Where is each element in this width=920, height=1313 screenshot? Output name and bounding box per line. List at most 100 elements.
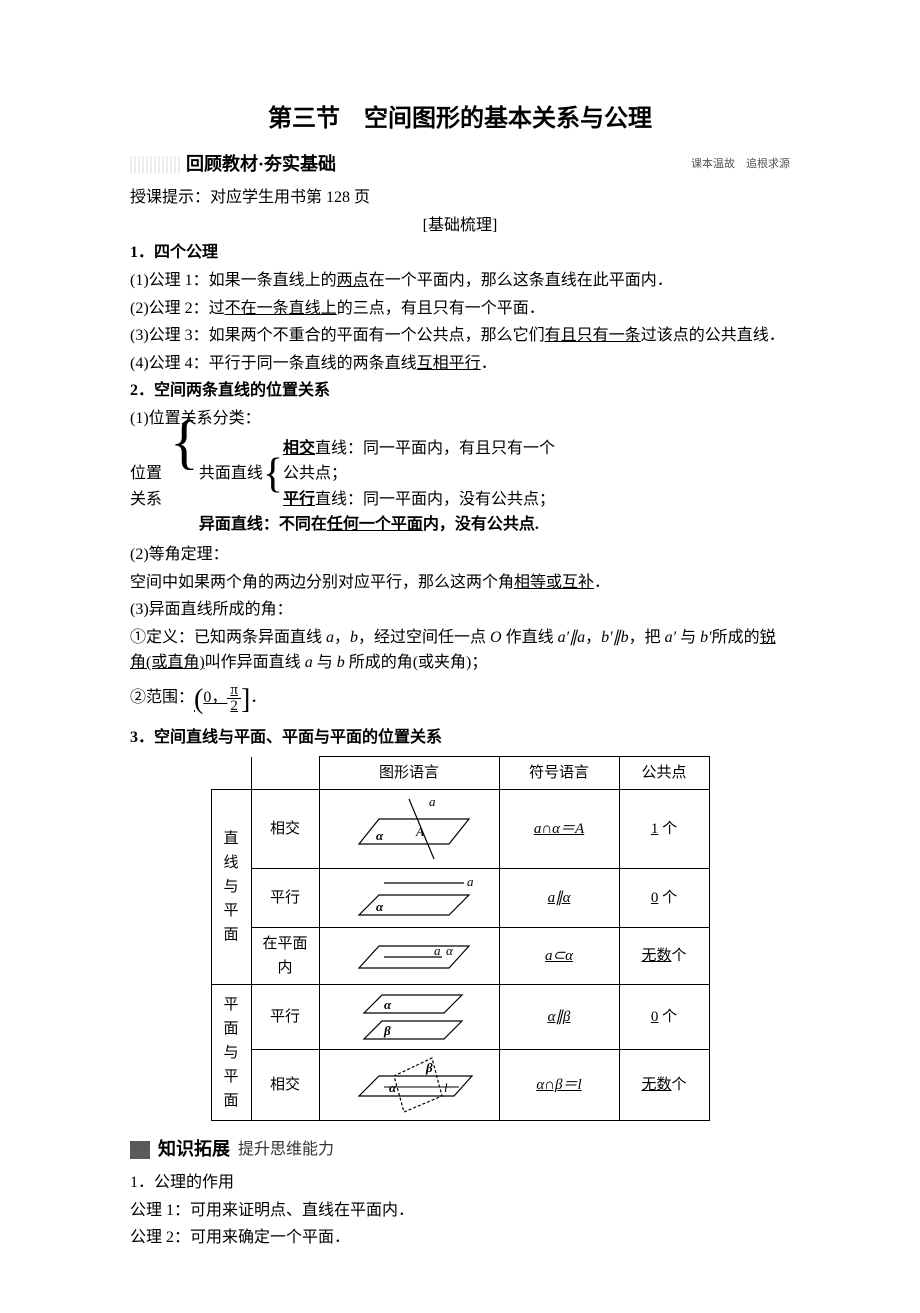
underline-term: 任何一个平面 (327, 512, 423, 538)
p2-1-label: (1)位置关系分类： (130, 406, 790, 432)
math: a (305, 654, 313, 671)
underline-term: 互相平行 (417, 355, 481, 372)
text: 共面直线 (199, 461, 263, 487)
text: 所成的角(或夹角)； (345, 654, 488, 671)
text: 个 (672, 948, 687, 964)
ext-2: 公理 1：可用来证明点、直线在平面内． (130, 1198, 790, 1224)
axiom-4: (4)公理 4：平行于同一条直线的两条直线互相平行． (130, 351, 790, 377)
table-header-row: 图形语言 符号语言 公共点 (211, 757, 709, 790)
sym: a∥α (548, 890, 571, 906)
text: (1)公理 1：如果一条直线上的 (130, 272, 337, 289)
fraction: π2 (227, 683, 241, 714)
cell-points: 无数个 (619, 1050, 709, 1121)
math: b′∥b (601, 629, 629, 646)
pts: 无数 (641, 1077, 671, 1093)
cell-points: 1 个 (619, 790, 709, 869)
label-alpha: α (389, 1080, 397, 1095)
text: ， (334, 629, 350, 646)
line-plane-intersect-diagram: a A α (334, 794, 484, 864)
teaching-hint: 授课提示：对应学生用书第 128 页 (130, 185, 790, 211)
text: 不同在 (279, 512, 327, 538)
text: 个 (658, 1009, 677, 1025)
th-symbol: 符号语言 (499, 757, 619, 790)
table-row: 相交 β α l α∩β＝l 无数个 (211, 1050, 709, 1121)
cell-label: 相交 (251, 790, 319, 869)
open-paren: ( (194, 684, 203, 715)
p2-2-label: (2)等角定理： (130, 542, 790, 568)
ext-1: 1．公理的作用 (130, 1170, 790, 1196)
label-A: A (415, 824, 424, 839)
text: ． (250, 689, 266, 706)
p2-heading: 2．空间两条直线的位置关系 (130, 378, 790, 404)
text: ， (585, 629, 601, 646)
cell-symbol: α∥β (499, 985, 619, 1050)
cell-symbol: a⊂α (499, 928, 619, 985)
text: ②范围： (130, 689, 194, 706)
label-l: l (444, 1080, 448, 1095)
table-row: 平面与平面 平行 α β α∥β 0 个 (211, 985, 709, 1050)
text: 在一个平面内，那么这条直线在此平面内． (369, 272, 673, 289)
label-alpha: α (384, 997, 392, 1012)
text: 个 (658, 890, 677, 906)
cell-diagram: α β (319, 985, 499, 1050)
underline-term: 不在一条直线上 (225, 300, 337, 317)
p3-heading: 3．空间直线与平面、平面与平面的位置关系 (130, 725, 790, 751)
text: ． (594, 574, 610, 591)
label-a: a (467, 874, 474, 889)
axiom-2: (2)公理 2：过不在一条直线上的三点，有且只有一个平面． (130, 296, 790, 322)
sym: a∩α＝A (534, 821, 584, 837)
equal-angle-theorem: 空间中如果两个角的两边分别对应平行，那么这两个角相等或互补． (130, 570, 790, 596)
underline-term: 平行 (283, 491, 315, 508)
cell-symbol: a∩α＝A (499, 790, 619, 869)
text: 所成的 (712, 629, 760, 646)
section1-subtitle: 课本温故 追根求源 (691, 156, 790, 174)
text: 异面直线： (199, 512, 279, 538)
section2-bar: 知识拓展 提升思维能力 (130, 1135, 790, 1164)
cell-label: 在平面内 (251, 928, 319, 985)
th-blank (211, 757, 251, 790)
table-row: 平行 a α a∥α 0 个 (211, 869, 709, 928)
skew-row: 异面直线：不同在任何一个平面内，没有公共点. (199, 512, 555, 538)
math: b (350, 629, 358, 646)
table-row: 在平面内 a α a⊂α 无数个 (211, 928, 709, 985)
relation-table: 图形语言 符号语言 公共点 直线与平面 相交 a A α a∩α＝A 1 个 平… (211, 756, 710, 1121)
parallel-line: 平行直线：同一平面内，没有公共点； (283, 487, 555, 513)
math: a′∥a (558, 629, 586, 646)
math: O (490, 629, 502, 646)
sym: α∥β (548, 1009, 571, 1025)
axioms-heading: 1．四个公理 (130, 240, 790, 266)
section1-marker (130, 156, 180, 174)
text: 与 (680, 629, 700, 646)
cell-label: 相交 (251, 1050, 319, 1121)
underline-term: 两点 (337, 272, 369, 289)
page-title: 第三节 空间图形的基本关系与公理 (130, 100, 790, 138)
text: ，把 (629, 629, 665, 646)
cell-points: 无数个 (619, 928, 709, 985)
label-alpha: α (376, 899, 384, 914)
text: ，经过空间任一点 (358, 629, 490, 646)
text: (3)公理 3：如果两个不重合的平面有一个公共点，那么它们 (130, 327, 545, 344)
cell-diagram: a α (319, 869, 499, 928)
section2-title: 知识拓展 (158, 1135, 230, 1164)
text: 叫作异面直线 (205, 654, 305, 671)
section2-subtitle: 提升思维能力 (238, 1137, 334, 1163)
cell-label: 平行 (251, 869, 319, 928)
cell-diagram: a α (319, 928, 499, 985)
text: 个 (658, 821, 677, 837)
text: 作直线 (502, 629, 558, 646)
math: a (326, 629, 334, 646)
text: ①定义：已知两条异面直线 (130, 629, 326, 646)
rowgroup-label: 直线与平面 (211, 790, 251, 985)
text: 直线：同一平面内，没有公共点； (315, 491, 555, 508)
text: 关系 (130, 487, 170, 513)
label-beta: β (425, 1060, 433, 1075)
intersect-line: 相交直线：同一平面内，有且只有一个 (283, 436, 555, 462)
numerator: π (227, 683, 241, 699)
close-bracket: ] (241, 684, 250, 715)
underline-term: 相交 (283, 440, 315, 457)
math: a′ (665, 629, 677, 646)
p2-3-label: (3)异面直线所成的角： (130, 597, 790, 623)
math: b′ (700, 629, 712, 646)
th-points: 公共点 (619, 757, 709, 790)
coplanar-row: 共面直线 { 相交直线：同一平面内，有且只有一个 公共点； 平行直线：同一平面内… (199, 436, 555, 513)
